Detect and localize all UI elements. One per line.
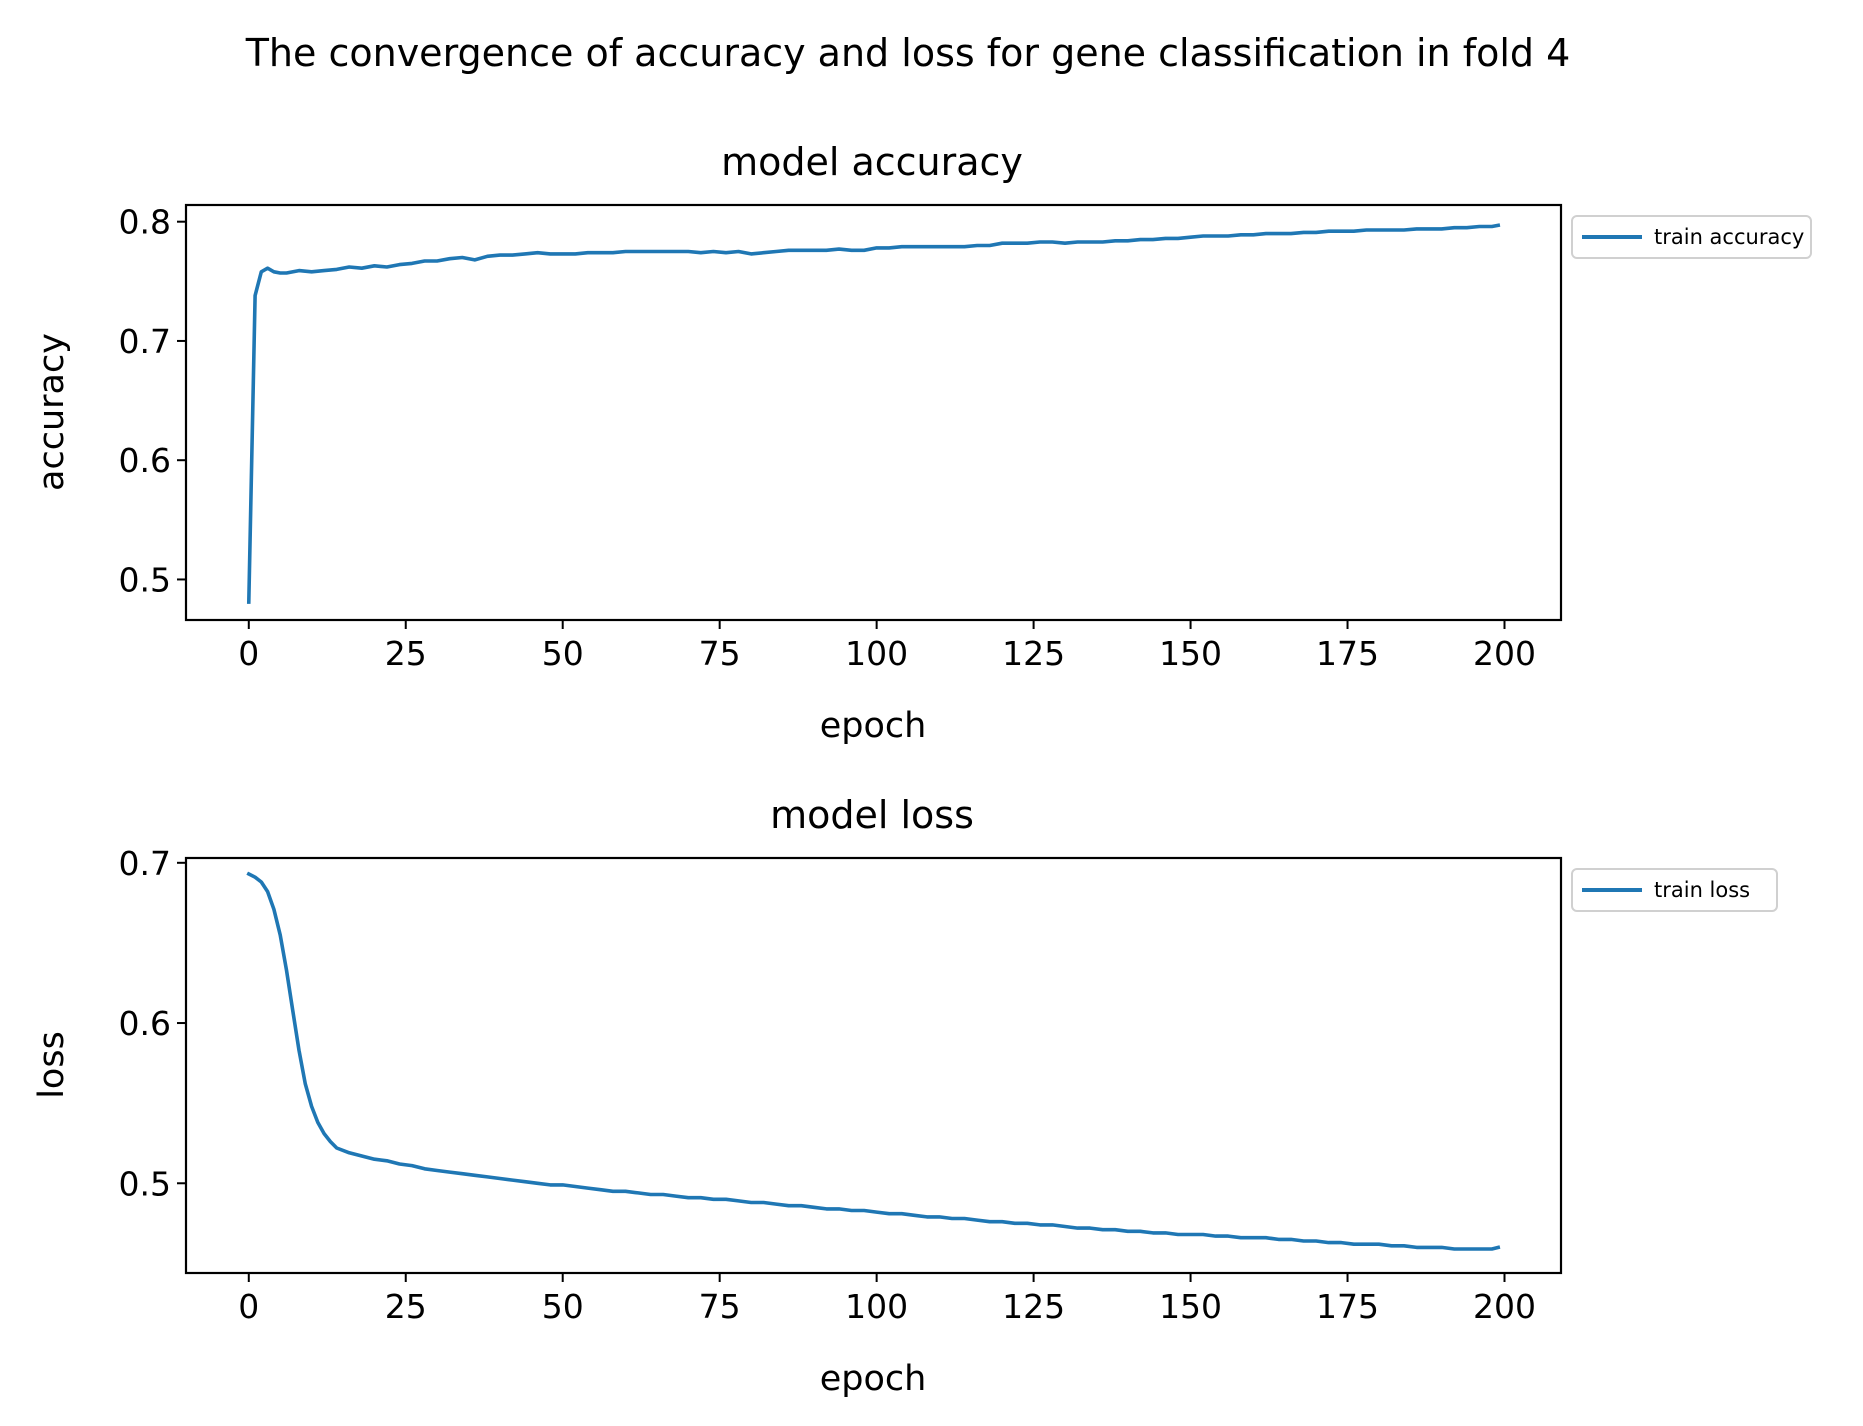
- loss-chart: model loss 0 25 50 75 100 125 150 175 200 0.5 0.6…: [32, 793, 1778, 1399]
- figure-suptitle: The convergence of accuracy and loss for…: [245, 31, 1571, 75]
- accuracy-legend: train accuracy: [1571, 215, 1812, 259]
- loss-series-line: [246, 871, 1501, 1251]
- accuracy-x-tick-label: 25: [385, 634, 427, 673]
- accuracy-x-tick-label: 50: [542, 634, 584, 673]
- loss-x-tick-label: 75: [699, 1287, 741, 1326]
- loss-x-ticks: 0 25 50 75 100 125 150 175 200: [238, 1273, 1536, 1326]
- accuracy-y-tick-label: 0.5: [119, 560, 171, 599]
- accuracy-x-tick-label: 125: [1002, 634, 1065, 673]
- accuracy-x-tick-label: 200: [1473, 634, 1536, 673]
- loss-y-axis-label: loss: [32, 1031, 72, 1099]
- loss-y-ticks: 0.5 0.6 0.7: [119, 844, 186, 1203]
- accuracy-series-line: [246, 223, 1501, 604]
- loss-y-tick-label: 0.6: [119, 1004, 171, 1043]
- accuracy-chart: model accuracy 0 25 50 75 100 125 150 175 200 0.…: [32, 140, 1812, 746]
- loss-chart-title: model loss: [770, 793, 974, 837]
- loss-x-tick-label: 0: [238, 1287, 259, 1326]
- accuracy-series-lines: [246, 223, 1501, 604]
- accuracy-legend-box: [1571, 215, 1812, 259]
- accuracy-y-ticks: 0.5 0.6 0.7 0.8: [119, 203, 186, 599]
- loss-y-tick-label: 0.7: [119, 844, 171, 883]
- loss-x-tick-label: 175: [1316, 1287, 1379, 1326]
- loss-x-tick-label: 100: [845, 1287, 908, 1326]
- accuracy-x-axis-label: epoch: [820, 706, 927, 746]
- loss-x-tick-label: 200: [1473, 1287, 1536, 1326]
- loss-legend-box: [1571, 868, 1778, 912]
- loss-x-axis-label: epoch: [820, 1359, 927, 1399]
- loss-x-tick-label: 25: [385, 1287, 427, 1326]
- accuracy-x-tick-label: 150: [1159, 634, 1222, 673]
- accuracy-x-ticks: 0 25 50 75 100 125 150 175 200: [238, 620, 1536, 673]
- accuracy-x-tick-label: 175: [1316, 634, 1379, 673]
- accuracy-plot-frame: [184, 203, 1563, 622]
- loss-legend-label: train loss: [1654, 878, 1750, 902]
- loss-x-tick-label: 150: [1159, 1287, 1222, 1326]
- accuracy-x-tick-label: 75: [699, 634, 741, 673]
- loss-x-tick-label: 125: [1002, 1287, 1065, 1326]
- accuracy-y-tick-label: 0.6: [119, 441, 171, 480]
- loss-series-lines: [246, 871, 1501, 1251]
- accuracy-chart-title: model accuracy: [721, 140, 1023, 184]
- loss-y-tick-label: 0.5: [119, 1164, 171, 1203]
- accuracy-legend-label: train accuracy: [1654, 225, 1804, 249]
- accuracy-y-tick-label: 0.8: [119, 203, 171, 242]
- accuracy-y-tick-label: 0.7: [119, 322, 171, 361]
- loss-x-tick-label: 50: [542, 1287, 584, 1326]
- accuracy-x-tick-label: 100: [845, 634, 908, 673]
- loss-plot-frame: [184, 856, 1563, 1275]
- loss-legend: train loss: [1571, 868, 1778, 912]
- accuracy-y-axis-label: accuracy: [32, 333, 72, 491]
- accuracy-x-tick-label: 0: [238, 634, 259, 673]
